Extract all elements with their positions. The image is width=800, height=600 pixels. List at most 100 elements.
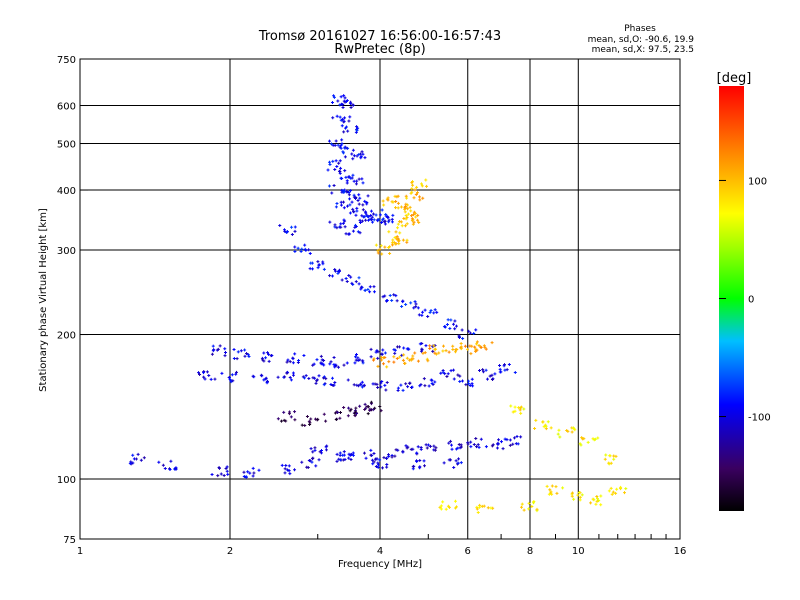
data-point [496,442,500,446]
data-point [264,376,268,380]
data-point [270,354,274,358]
data-point [425,184,429,188]
colorbar-tick-label: -100 [748,413,771,424]
phase-header: Phases [624,24,656,34]
data-point [411,357,415,361]
data-point [329,383,333,387]
data-point [444,507,448,511]
data-point [609,461,613,465]
data-point [530,504,534,508]
data-point [390,298,394,302]
data-point [385,456,389,460]
data-point [359,285,363,289]
data-point [300,423,304,427]
data-point [371,382,375,386]
data-point [282,418,286,422]
data-point [357,384,361,388]
data-point [449,439,453,443]
data-point [519,435,523,439]
data-point [364,211,368,215]
data-point [461,337,465,341]
data-point [405,222,409,226]
data-point [207,374,211,378]
data-point [393,454,397,458]
data-point [345,204,349,208]
data-point [355,206,359,210]
data-point [302,354,306,358]
data-point [341,151,345,155]
data-point [395,195,399,199]
data-point [446,318,450,322]
data-point [352,179,356,183]
data-point [366,412,370,416]
data-point [615,487,619,491]
data-point [430,382,434,386]
data-point [479,437,483,441]
data-point [345,361,349,365]
data-point [284,230,288,234]
data-point [331,116,335,120]
data-point [393,348,397,352]
data-point [161,463,165,467]
data-point [435,310,439,314]
data-point [369,213,373,217]
data-point [400,305,404,309]
data-point [614,454,618,458]
data-point [460,328,464,332]
data-point [338,458,342,462]
data-point [345,280,349,284]
colorbar-tick-label: 100 [748,176,767,187]
data-point [399,383,403,387]
data-point [356,199,360,203]
data-point [267,359,271,363]
data-point [342,206,346,210]
data-point [432,444,436,448]
data-point [614,491,618,495]
plot-frame [79,58,681,540]
data-point [291,357,295,361]
data-point [334,417,338,421]
data-point [356,230,360,234]
data-point [481,370,485,374]
data-point [360,380,364,384]
data-point [376,463,380,467]
data-point [479,345,483,349]
data-point [202,375,206,379]
y-tick-label: 100 [57,475,76,486]
data-point [490,373,494,377]
data-point [354,355,358,359]
data-point [376,350,380,354]
data-point [300,460,304,464]
data-point [357,202,361,206]
data-point [486,506,490,510]
data-point [452,377,456,381]
data-point [338,115,342,119]
data-point [347,406,351,410]
data-point [387,230,391,234]
data-point [293,352,297,356]
data-point [404,444,408,448]
data-point [415,460,419,464]
data-point [405,215,409,219]
data-point [393,242,397,246]
data-point [339,143,343,147]
data-point [392,360,396,364]
data-point [394,448,398,452]
data-point [369,453,373,457]
data-point [373,457,377,461]
data-point [447,441,451,445]
data-point [335,226,339,230]
data-point [355,412,359,416]
data-point [511,410,515,414]
data-point [364,456,368,460]
data-point [358,358,362,362]
data-point [377,218,381,222]
data-point [350,200,354,204]
data-point [410,217,414,221]
data-point [607,489,611,493]
data-point [388,245,392,249]
data-point [335,452,339,456]
data-point [319,354,323,358]
data-point [477,445,481,449]
data-point [438,505,442,509]
